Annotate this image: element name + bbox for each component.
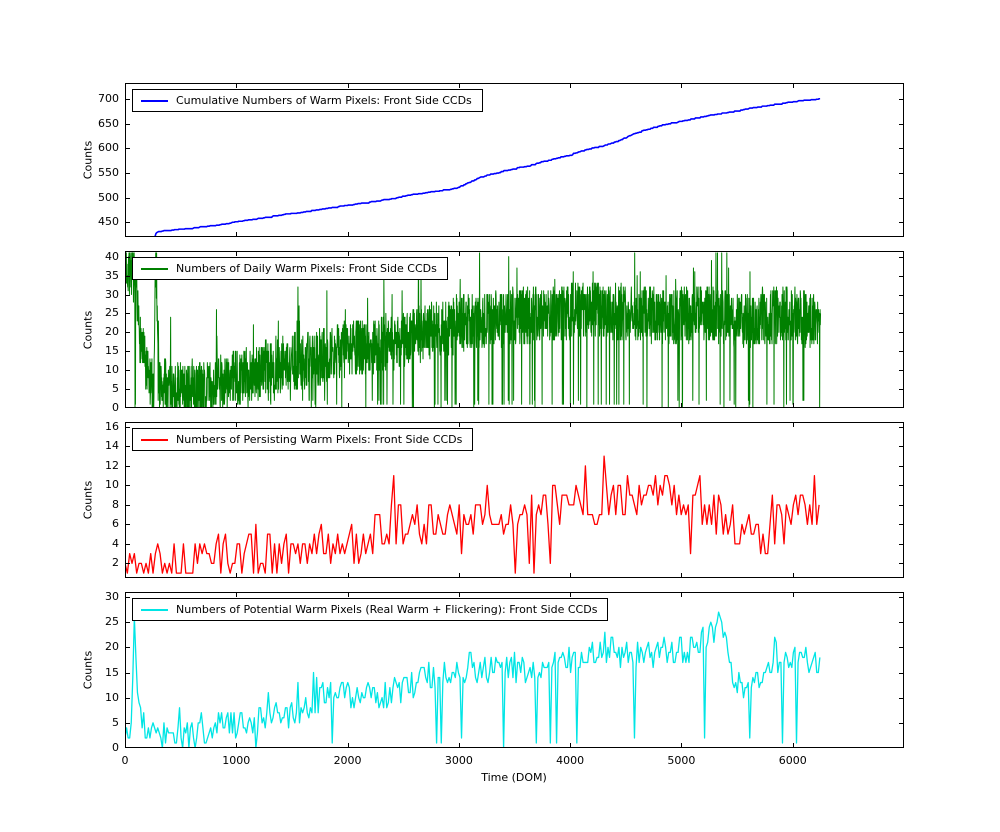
y-tick-label: 5 — [112, 382, 119, 396]
y-tick-label: 700 — [98, 92, 119, 106]
y-tick-label: 500 — [98, 190, 119, 204]
y-tick-label: 0 — [112, 401, 119, 414]
legend-line-sample — [141, 438, 168, 441]
y-tick-label: 2 — [112, 556, 119, 570]
x-tick-label: 3000 — [444, 754, 473, 767]
series-line-1 — [154, 97, 821, 237]
y-tick-label: 40 — [105, 249, 119, 263]
y-tick-label: 10 — [105, 363, 119, 377]
y-tick-label: 600 — [98, 141, 119, 155]
legend-line-sample — [141, 267, 168, 270]
y-tick-label: 16 — [105, 419, 119, 433]
x-tick-label: 5000 — [667, 754, 696, 767]
legend-line-sample — [141, 608, 168, 611]
axes-frame — [125, 592, 904, 748]
y-tick-label: 25 — [105, 306, 119, 320]
y-tick-label: 10 — [105, 690, 119, 704]
legend-label: Numbers of Potential Warm Pixels (Real W… — [176, 603, 598, 616]
legend-label: Numbers of Persisting Warm Pixels: Front… — [176, 433, 463, 446]
series-line-2 — [125, 252, 822, 408]
x-axis-title: Time (DOM) — [481, 771, 547, 784]
legend-line-sample — [141, 99, 168, 102]
y-tick-label: 30 — [105, 287, 119, 301]
legend-label: Cumulative Numbers of Warm Pixels: Front… — [176, 94, 472, 107]
y-tick-label: 14 — [105, 439, 119, 453]
y-tick-label: 25 — [105, 615, 119, 629]
axes-frame — [125, 251, 904, 408]
legend: Numbers of Potential Warm Pixels (Real W… — [132, 598, 609, 621]
x-tick-label: 4000 — [556, 754, 585, 767]
y-tick-label: 550 — [98, 166, 119, 180]
series-line-4 — [125, 611, 821, 748]
y-axis-title: Counts — [81, 480, 95, 520]
y-tick-label: 35 — [105, 268, 119, 282]
x-tick-label: 6000 — [778, 754, 807, 767]
y-tick-label: 15 — [105, 665, 119, 679]
y-tick-label: 0 — [112, 741, 119, 754]
y-tick-label: 30 — [105, 590, 119, 604]
x-tick-label: 1000 — [222, 754, 251, 767]
y-tick-label: 5 — [112, 715, 119, 729]
y-axis-title: Counts — [81, 310, 95, 349]
legend: Numbers of Daily Warm Pixels: Front Side… — [132, 257, 448, 280]
x-tick-label: 2000 — [333, 754, 362, 767]
axes-frame — [125, 83, 904, 237]
legend-label: Numbers of Daily Warm Pixels: Front Side… — [176, 262, 437, 275]
y-tick-label: 450 — [98, 215, 119, 229]
x-tick-label: 0 — [121, 754, 129, 767]
y-tick-label: 650 — [98, 116, 119, 130]
y-tick-label: 12 — [105, 458, 119, 472]
legend: Cumulative Numbers of Warm Pixels: Front… — [132, 89, 483, 112]
y-axis-title: Counts — [81, 650, 95, 690]
series-line-3 — [125, 455, 820, 574]
y-tick-label: 4 — [112, 536, 119, 550]
legend: Numbers of Persisting Warm Pixels: Front… — [132, 428, 474, 451]
axes-frame — [125, 422, 904, 578]
y-tick-label: 20 — [105, 640, 119, 654]
y-tick-label: 6 — [112, 517, 119, 531]
y-tick-label: 20 — [105, 325, 119, 339]
y-tick-label: 10 — [105, 478, 119, 492]
y-tick-label: 15 — [105, 344, 119, 358]
y-tick-label: 8 — [112, 497, 119, 511]
y-axis-title: Counts — [81, 140, 95, 180]
